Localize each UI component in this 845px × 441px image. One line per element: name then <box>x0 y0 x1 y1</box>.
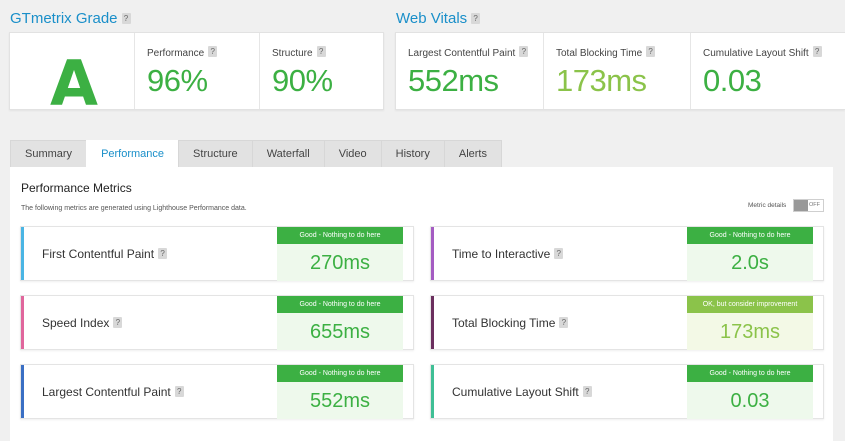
vital-cls-label-text: Cumulative Layout Shift <box>703 48 809 59</box>
metric-value: 2.0s <box>731 252 769 274</box>
performance-label: Performance? <box>147 46 218 59</box>
toggle-knob <box>794 200 808 211</box>
web-vitals-title-text: Web Vitals <box>396 10 468 27</box>
metric-card-fcp: First Contentful Paint? Good - Nothing t… <box>20 226 414 281</box>
metric-name-text: Total Blocking Time <box>452 316 556 330</box>
metric-name-text: Time to Interactive <box>452 247 551 261</box>
metric-card-lcp: Largest Contentful Paint? Good - Nothing… <box>20 364 414 419</box>
vital-tbt-value: 173ms <box>556 63 647 98</box>
tab-waterfall[interactable]: Waterfall <box>251 140 325 167</box>
metric-name: Speed Index? <box>42 316 123 330</box>
metric-name: Total Blocking Time? <box>452 316 569 330</box>
structure-label: Structure? <box>272 46 326 59</box>
web-vitals-card: Largest Contentful Paint? 552ms Total Bl… <box>395 32 845 110</box>
gtmetrix-grade-title: GTmetrix Grade? <box>10 10 131 27</box>
metric-details-label: Metric details <box>748 202 787 209</box>
metric-card-tbt: Total Blocking Time? OK, but consider im… <box>430 295 824 350</box>
divider <box>690 33 691 109</box>
vital-tbt-label: Total Blocking Time? <box>556 46 656 59</box>
metric-status-badge: Good - Nothing to do here <box>687 365 813 382</box>
metric-details-toggle[interactable]: OFF <box>793 199 824 212</box>
metric-accent-bar <box>431 365 434 418</box>
performance-label-text: Performance <box>147 48 205 59</box>
metric-value-box: 2.0s <box>687 244 813 281</box>
tab-performance[interactable]: Performance <box>86 140 180 167</box>
metric-value-box: 173ms <box>687 313 813 350</box>
metric-accent-bar <box>21 227 24 280</box>
tab-history[interactable]: History <box>380 140 445 167</box>
metric-status-badge: OK, but consider improvement <box>687 296 813 313</box>
performance-panel: Performance Metrics The following metric… <box>10 167 833 441</box>
metric-status-badge: Good - Nothing to do here <box>277 227 403 244</box>
metric-name: Largest Contentful Paint? <box>42 385 184 399</box>
report-tabs: Summary Performance Structure Waterfall … <box>10 140 502 167</box>
help-icon[interactable]: ? <box>471 13 481 24</box>
metric-accent-bar <box>431 227 434 280</box>
structure-label-text: Structure <box>272 48 313 59</box>
toggle-state: OFF <box>809 202 820 208</box>
divider <box>134 33 135 109</box>
help-icon[interactable]: ? <box>316 46 326 57</box>
metric-value-box: 552ms <box>277 382 403 419</box>
metric-value: 655ms <box>309 321 371 343</box>
vital-lcp-label: Largest Contentful Paint? <box>408 46 529 59</box>
tab-video[interactable]: Video <box>323 140 382 167</box>
divider <box>543 33 544 109</box>
help-icon[interactable]: ? <box>519 46 529 57</box>
metric-value-box: 0.03 <box>687 382 813 419</box>
metric-value: 0.03 <box>730 390 770 412</box>
metric-value-box: 655ms <box>277 313 403 350</box>
gtmetrix-grade-title-text: GTmetrix Grade <box>10 10 118 27</box>
tab-structure[interactable]: Structure <box>178 140 253 167</box>
metric-name-text: Cumulative Layout Shift <box>452 385 579 399</box>
gtmetrix-grade-card: A Performance? 96% Structure? 90% <box>9 32 384 120</box>
help-icon[interactable]: ? <box>121 13 131 24</box>
metric-status-badge: Good - Nothing to do here <box>687 227 813 244</box>
web-vitals-title: Web Vitals? <box>396 10 481 27</box>
tab-summary[interactable]: Summary <box>10 140 88 167</box>
vital-cls-label: Cumulative Layout Shift? <box>703 46 822 59</box>
metric-value-box: 270ms <box>277 244 403 281</box>
divider <box>259 33 260 109</box>
metric-name-text: Speed Index <box>42 316 110 330</box>
metric-name-text: First Contentful Paint <box>42 247 155 261</box>
metric-card-si: Speed Index? Good - Nothing to do here 6… <box>20 295 414 350</box>
metric-status-badge: Good - Nothing to do here <box>277 365 403 382</box>
vital-lcp-value: 552ms <box>408 63 499 98</box>
panel-subtitle: The following metrics are generated usin… <box>21 205 247 212</box>
metric-accent-bar <box>21 365 24 418</box>
vital-lcp-label-text: Largest Contentful Paint <box>408 48 516 59</box>
structure-value: 90% <box>272 63 333 98</box>
metric-name-text: Largest Contentful Paint <box>42 385 171 399</box>
metric-value: 270ms <box>309 252 371 274</box>
metric-accent-bar <box>21 296 24 349</box>
help-icon[interactable]: ? <box>582 386 592 397</box>
vital-tbt-label-text: Total Blocking Time <box>556 48 643 59</box>
help-icon[interactable]: ? <box>208 46 218 57</box>
metric-name: First Contentful Paint? <box>42 247 168 261</box>
help-icon[interactable]: ? <box>559 317 569 328</box>
metric-accent-bar <box>431 296 434 349</box>
metric-status-badge: Good - Nothing to do here <box>277 296 403 313</box>
metric-value: 552ms <box>309 390 371 412</box>
help-icon[interactable]: ? <box>174 386 184 397</box>
grade-letter: A <box>50 47 98 120</box>
help-icon[interactable]: ? <box>646 46 656 57</box>
help-icon[interactable]: ? <box>113 317 123 328</box>
metric-card-cls: Cumulative Layout Shift? Good - Nothing … <box>430 364 824 419</box>
metric-card-tti: Time to Interactive? Good - Nothing to d… <box>430 226 824 281</box>
help-icon[interactable]: ? <box>812 46 822 57</box>
help-icon[interactable]: ? <box>554 248 564 259</box>
vital-cls-value: 0.03 <box>703 63 762 98</box>
tab-alerts[interactable]: Alerts <box>443 140 502 167</box>
performance-value: 96% <box>147 63 208 98</box>
help-icon[interactable]: ? <box>158 248 168 259</box>
metric-value: 173ms <box>719 321 781 343</box>
metric-name: Cumulative Layout Shift? <box>452 385 592 399</box>
panel-title: Performance Metrics <box>21 181 132 195</box>
metric-name: Time to Interactive? <box>452 247 564 261</box>
